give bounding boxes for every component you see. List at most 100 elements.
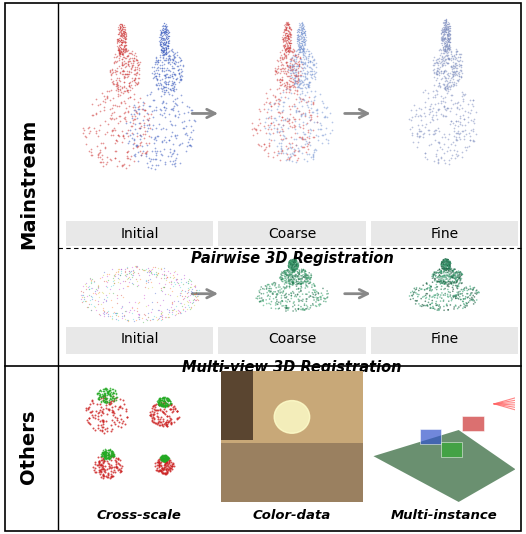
Point (157, 81, 166, 90)
Point (443, 255, 451, 264)
Point (135, 315, 144, 323)
Point (300, 139, 309, 148)
Point (93, 142, 102, 150)
Point (77, 291, 85, 300)
Point (92, 95, 100, 103)
Point (299, 44, 308, 52)
Point (121, 35, 129, 43)
Point (306, 141, 315, 150)
Point (441, 24, 450, 33)
Point (170, 87, 178, 95)
Point (448, 272, 456, 281)
Point (440, 30, 448, 39)
Point (103, 92, 111, 101)
Point (294, 290, 302, 299)
Point (159, 399, 168, 408)
Point (444, 30, 452, 39)
Point (104, 450, 112, 458)
Point (168, 45, 176, 53)
Point (441, 27, 450, 36)
Point (157, 99, 166, 107)
Point (437, 266, 445, 275)
Point (159, 456, 167, 464)
Point (419, 108, 428, 117)
Point (443, 45, 451, 53)
Point (278, 35, 287, 43)
Point (139, 106, 148, 114)
Point (117, 28, 125, 37)
Point (318, 291, 327, 300)
Point (277, 80, 286, 88)
Point (446, 257, 454, 265)
Point (123, 85, 131, 94)
Point (435, 265, 443, 273)
Point (299, 54, 308, 63)
Point (285, 277, 293, 285)
Point (295, 270, 303, 279)
Point (444, 130, 453, 138)
Point (94, 389, 103, 398)
Point (106, 451, 115, 460)
Point (286, 259, 295, 268)
Point (138, 142, 146, 151)
Point (159, 451, 168, 459)
Point (98, 155, 106, 163)
Point (157, 465, 166, 474)
Point (416, 132, 424, 140)
Point (284, 47, 292, 56)
Point (159, 417, 168, 425)
Point (450, 277, 459, 286)
Point (108, 104, 116, 113)
Point (102, 399, 110, 407)
Point (172, 275, 180, 284)
Point (291, 272, 299, 281)
Point (474, 288, 483, 296)
Point (139, 310, 148, 318)
Point (434, 98, 442, 107)
Point (439, 264, 447, 272)
Point (284, 37, 292, 45)
Point (444, 258, 453, 266)
Point (158, 53, 167, 62)
Point (286, 257, 295, 266)
Point (296, 292, 304, 301)
Point (111, 468, 119, 477)
Point (168, 299, 176, 307)
Point (108, 396, 116, 404)
Point (108, 450, 117, 459)
Point (445, 263, 453, 272)
Point (109, 123, 118, 132)
Point (101, 389, 109, 398)
Point (280, 27, 288, 36)
Point (102, 394, 110, 403)
Point (161, 457, 169, 466)
Point (450, 154, 459, 162)
Point (95, 395, 103, 403)
Point (107, 70, 115, 79)
Point (433, 61, 442, 69)
Point (288, 273, 297, 282)
Point (448, 273, 457, 282)
Point (115, 45, 123, 54)
Point (164, 37, 172, 45)
Point (161, 20, 169, 29)
Point (309, 152, 317, 160)
Point (285, 272, 293, 280)
Point (153, 147, 161, 155)
Point (163, 399, 171, 407)
Point (159, 45, 168, 54)
Point (276, 89, 284, 98)
Point (300, 37, 308, 46)
Point (282, 83, 291, 92)
Point (154, 417, 163, 426)
Point (287, 256, 295, 265)
Point (439, 261, 448, 270)
Point (157, 394, 166, 402)
Point (148, 404, 156, 413)
Point (282, 29, 290, 37)
Point (292, 257, 301, 265)
Point (119, 28, 127, 37)
Point (285, 38, 294, 47)
Point (157, 452, 166, 461)
Point (459, 292, 467, 300)
